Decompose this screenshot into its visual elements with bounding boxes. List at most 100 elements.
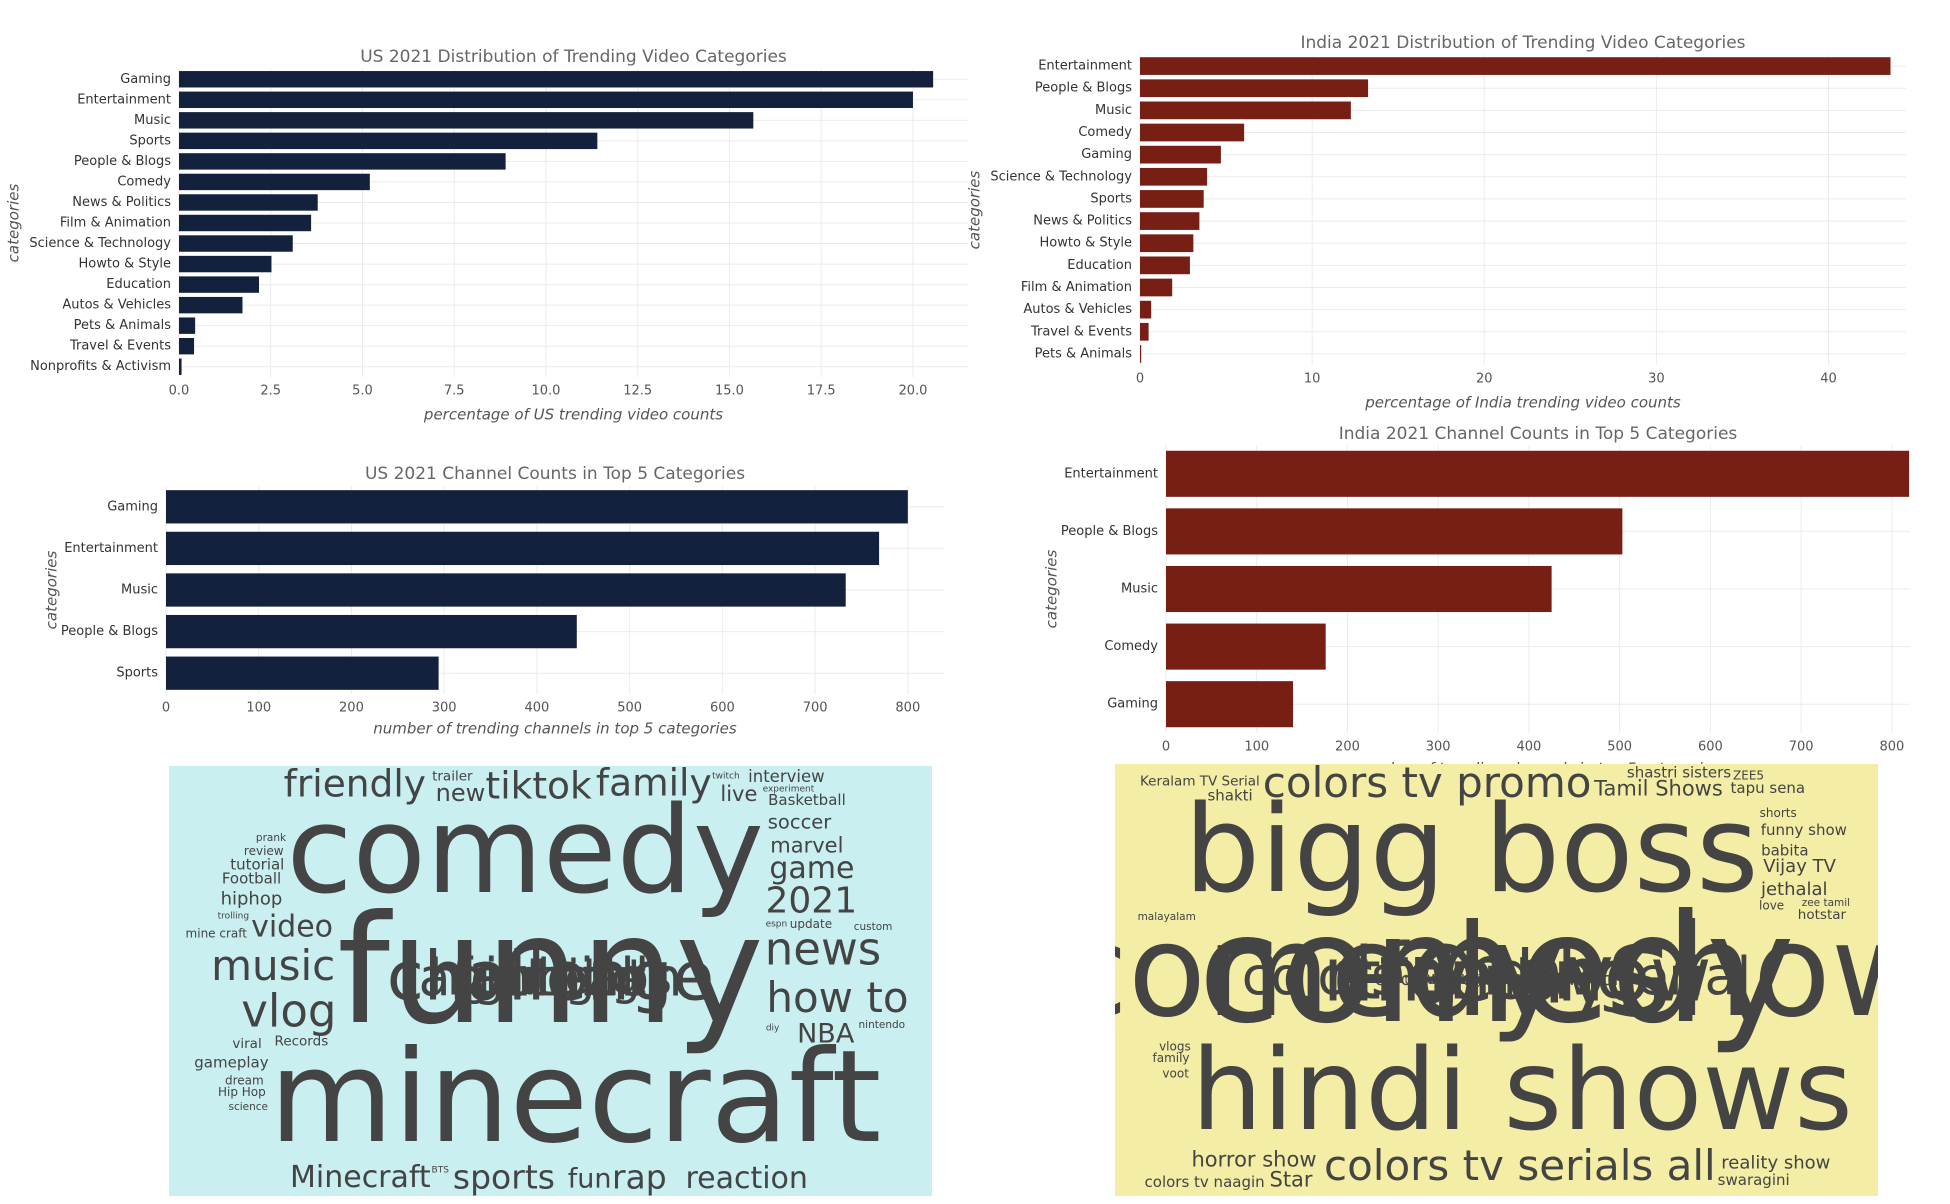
word: hindi comedy show bbox=[1431, 972, 1561, 988]
word: hindi shows bbox=[1191, 1025, 1853, 1156]
word: swaragini bbox=[1718, 1171, 1790, 1189]
bar bbox=[1140, 79, 1369, 98]
bar bbox=[1140, 278, 1173, 297]
word: Web Series on YouTube bbox=[1427, 973, 1565, 987]
bar bbox=[1166, 681, 1294, 728]
category-label: Film & Animation bbox=[60, 216, 171, 231]
word: funny bbox=[337, 884, 764, 1058]
category-label: People & Blogs bbox=[1061, 524, 1158, 539]
word: reality show bbox=[1721, 1152, 1830, 1173]
word: prank bbox=[256, 832, 287, 844]
word: family bbox=[1153, 1051, 1190, 1065]
word: new bbox=[436, 779, 486, 807]
chart-title: India 2021 Channel Counts in Top 5 Categ… bbox=[1339, 424, 1738, 444]
x-tick-label: 0.0 bbox=[169, 384, 190, 399]
x-tick-label: 2.5 bbox=[260, 384, 281, 399]
word: fun bbox=[568, 1164, 612, 1195]
word: mine craft bbox=[186, 926, 248, 940]
x-axis-label: percentage of India trending video count… bbox=[1364, 394, 1681, 412]
category-label: News & Politics bbox=[1033, 214, 1132, 229]
word: rap bbox=[612, 1157, 667, 1196]
category-label: Sports bbox=[116, 666, 158, 681]
category-label: Music bbox=[134, 113, 171, 128]
word: shorts bbox=[1760, 806, 1797, 820]
word: soccer bbox=[768, 811, 833, 834]
word: bigg boss bbox=[1184, 781, 1759, 920]
y-axis-label: categories bbox=[1043, 550, 1061, 629]
word: gameplay bbox=[194, 1054, 268, 1072]
word: Telugu TV Serial bbox=[1442, 972, 1551, 988]
word: challenge bbox=[387, 937, 714, 1016]
x-tick-label: 20.0 bbox=[898, 384, 927, 399]
word: NBA bbox=[797, 1019, 855, 1050]
bar bbox=[1140, 145, 1221, 164]
category-label: Sports bbox=[1090, 191, 1132, 206]
bar bbox=[179, 214, 312, 232]
x-tick-label: 30 bbox=[1648, 372, 1665, 387]
category-label: Howto & Style bbox=[1040, 236, 1132, 251]
word: highlights bbox=[429, 949, 672, 1007]
category-label: Entertainment bbox=[64, 541, 158, 556]
word: football bbox=[452, 948, 650, 1009]
category-label: Sports bbox=[129, 133, 171, 148]
word: fortnite bbox=[454, 948, 648, 1009]
category-label: Comedy bbox=[117, 174, 171, 189]
bar bbox=[1140, 322, 1149, 341]
word: voot bbox=[1162, 1066, 1189, 1080]
word: colors tv promo bbox=[1263, 758, 1592, 807]
bar bbox=[1140, 167, 1208, 186]
word: news bbox=[765, 923, 881, 976]
category-label: Comedy bbox=[1078, 125, 1132, 140]
category-label: Autos & Vehicles bbox=[62, 298, 171, 313]
bar bbox=[1140, 57, 1891, 75]
bar bbox=[1166, 450, 1910, 497]
x-tick-label: 700 bbox=[1789, 740, 1814, 755]
x-tick-label: 500 bbox=[1607, 740, 1632, 755]
bar bbox=[1140, 300, 1152, 319]
bar bbox=[166, 490, 908, 524]
word: funny bbox=[1379, 926, 1614, 1022]
category-label: Gaming bbox=[1107, 697, 1158, 712]
word: gaming bbox=[460, 950, 641, 1006]
bar bbox=[1140, 101, 1351, 120]
word: Keralam TV Serial bbox=[1140, 774, 1260, 790]
word: Redefining Entertainment bbox=[1410, 972, 1584, 988]
x-tick-label: 0 bbox=[162, 701, 170, 716]
category-label: Travel & Events bbox=[1030, 324, 1132, 339]
category-label: Entertainment bbox=[1064, 466, 1158, 481]
x-tick-label: 600 bbox=[710, 701, 735, 716]
y-axis-label: categories bbox=[43, 551, 61, 630]
word: Records bbox=[275, 1033, 329, 1049]
category-label: People & Blogs bbox=[74, 154, 171, 169]
word: comedy bbox=[287, 782, 764, 921]
word: sports bbox=[453, 1158, 555, 1197]
x-tick-label: 0 bbox=[1136, 372, 1144, 387]
bar bbox=[1166, 508, 1623, 555]
category-label: Nonprofits & Activism bbox=[30, 359, 171, 374]
word: interview bbox=[748, 767, 824, 786]
bar bbox=[1140, 234, 1194, 253]
category-label: Entertainment bbox=[1038, 59, 1132, 74]
word: taarak mehta ka ulta chashma bbox=[1404, 973, 1588, 987]
word: video bbox=[251, 910, 333, 945]
word: colors tv serials all bbox=[1324, 1141, 1716, 1190]
bar bbox=[179, 235, 293, 252]
category-label: Music bbox=[1095, 103, 1132, 118]
x-axis-label: percentage of US trending video counts bbox=[423, 406, 723, 424]
word: experiment bbox=[763, 785, 815, 795]
word: hotstar bbox=[1798, 907, 1847, 923]
x-tick-label: 5.0 bbox=[352, 384, 373, 399]
y-axis-label: categories bbox=[966, 171, 984, 250]
category-label: People & Blogs bbox=[61, 624, 158, 639]
bar bbox=[179, 194, 318, 211]
word: friendly bbox=[284, 762, 426, 806]
word: shakti bbox=[1207, 786, 1252, 804]
category-label: Gaming bbox=[1081, 147, 1132, 162]
word: ZEE5 bbox=[1733, 768, 1764, 782]
word: colors tv new serial bbox=[1242, 947, 1751, 1008]
x-tick-label: 800 bbox=[895, 701, 920, 716]
bar bbox=[179, 337, 195, 355]
bar bbox=[179, 255, 272, 273]
x-tick-label: 100 bbox=[1244, 740, 1269, 755]
